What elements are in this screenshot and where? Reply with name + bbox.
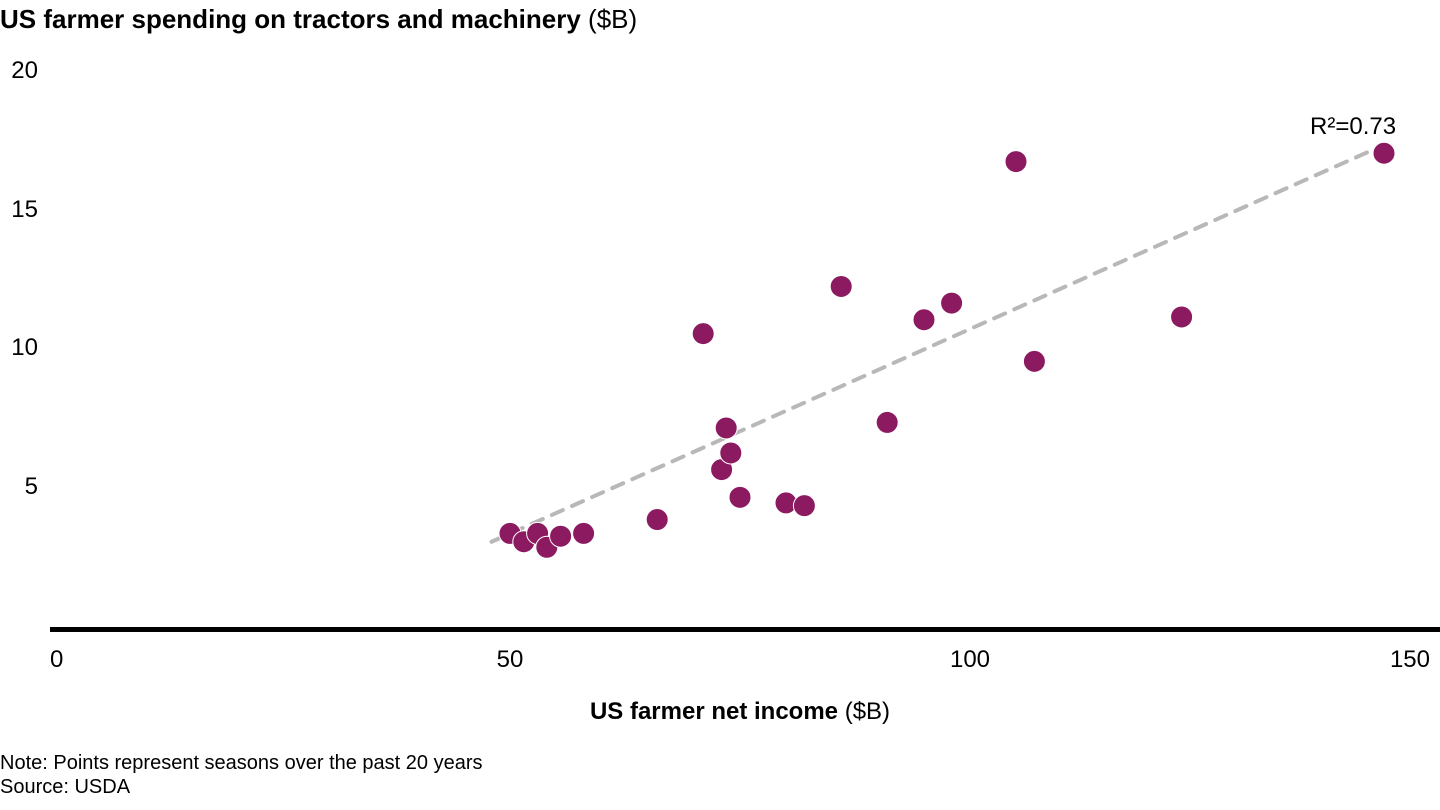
data-point	[1373, 142, 1395, 164]
data-point	[1171, 306, 1193, 328]
x-axis-line	[50, 627, 1440, 632]
x-axis-label-unit: ($B)	[838, 698, 890, 725]
r-squared-label: R²=0.73	[1310, 113, 1396, 141]
trendline	[492, 145, 1384, 542]
x-tick-label: 50	[497, 646, 524, 674]
data-point	[913, 309, 935, 331]
x-tick-label: 0	[50, 646, 63, 674]
data-point	[729, 486, 751, 508]
data-point	[646, 509, 668, 531]
data-point	[715, 417, 737, 439]
scatter-chart: US farmer spending on tractors and machi…	[0, 0, 1440, 810]
plot-area	[0, 0, 1440, 810]
data-point	[720, 442, 742, 464]
data-point	[692, 323, 714, 345]
data-point	[1023, 350, 1045, 372]
data-point	[793, 495, 815, 517]
footnote-note: Note: Points represent seasons over the …	[0, 752, 483, 775]
data-point	[573, 522, 595, 544]
data-point	[1005, 151, 1027, 173]
data-point	[830, 275, 852, 297]
x-axis-label-main: US farmer net income	[590, 698, 838, 725]
data-point	[941, 292, 963, 314]
x-tick-label: 100	[950, 646, 990, 674]
y-tick-label: 20	[0, 57, 38, 85]
x-axis-label: US farmer net income ($B)	[50, 698, 1430, 726]
x-tick-label: 150	[1390, 646, 1430, 674]
data-point	[876, 411, 898, 433]
footnote-source: Source: USDA	[0, 776, 130, 799]
y-tick-label: 10	[0, 334, 38, 362]
y-tick-label: 15	[0, 196, 38, 224]
y-tick-label: 5	[0, 473, 38, 501]
data-point	[550, 525, 572, 547]
